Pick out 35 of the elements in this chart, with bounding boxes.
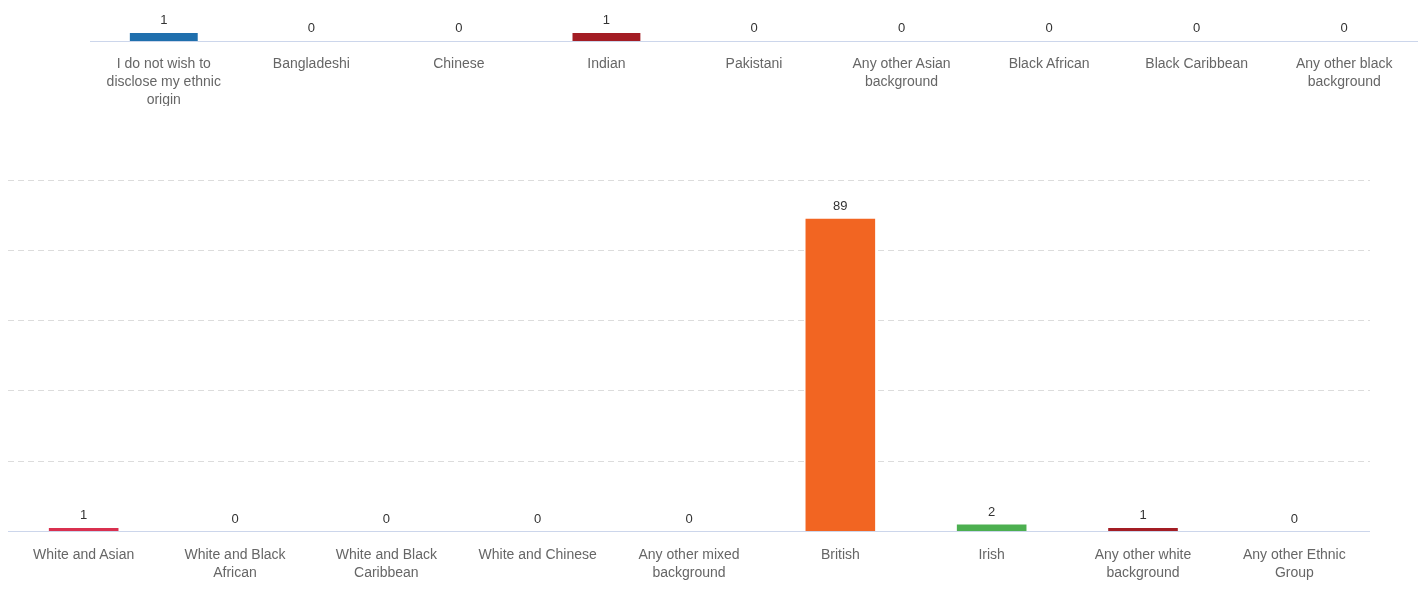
x-tick-label: Black Caribbean [1145,54,1249,71]
x-tick-label: Chinese [433,54,485,71]
data-label: 0 [382,510,390,526]
data-label: 0 [455,20,463,36]
x-tick-label: Black African [1008,54,1090,71]
data-label: 0 [1340,20,1348,36]
data-label: 1 [1139,507,1147,523]
x-tick-label: British [820,545,860,562]
data-label: 0 [307,20,315,36]
x-tick-label: Irish [978,545,1005,562]
data-label: 0 [897,20,906,36]
x-tick-label: White and Black African [184,545,287,580]
data-label: 1 [160,11,168,27]
data-label: 0 [1290,510,1298,526]
x-tick-label: White and Black Caribbean [335,545,438,580]
x-tick-label: Any other Ethnic Group [1242,545,1346,580]
data-label: 89 [833,197,848,213]
x-tick-label: Any other Asian background [852,54,951,90]
data-label: 0 [750,20,758,36]
x-tick-label: Indian [587,54,626,71]
data-label: 1 [80,507,88,523]
x-tick-label: White and Chinese [478,545,598,562]
data-label: 2 [988,503,996,519]
data-label: 0 [1193,20,1201,36]
x-tick-label: Bangladeshi [272,54,350,71]
x-tick-label: Any other mixed background [638,545,740,580]
data-label: 0 [1045,20,1053,36]
x-tick-label: Pakistani [725,54,783,71]
x-tick-label: White and Asian [33,545,135,562]
x-tick-label: Any other white background [1094,545,1192,580]
data-label: 0 [231,510,239,526]
data-label: 0 [534,510,542,526]
data-label: 0 [685,510,693,526]
data-label: 1 [602,11,611,27]
x-tick-label: Any other black background [1295,54,1394,90]
